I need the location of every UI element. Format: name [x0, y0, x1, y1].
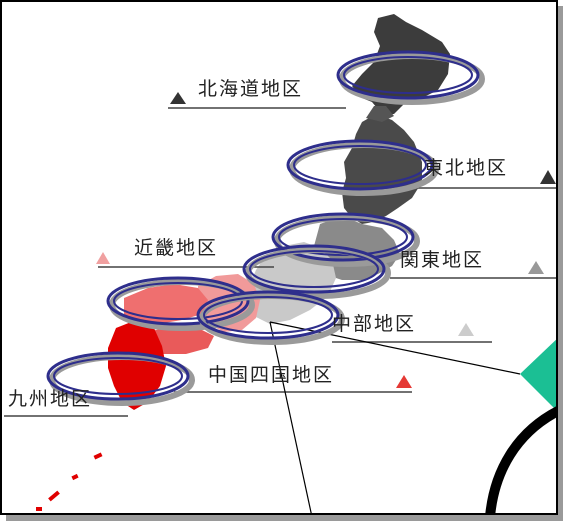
ring-kyushu[interactable]	[46, 351, 195, 406]
label-tohoku[interactable]: 東北地区	[424, 157, 509, 179]
island-dot-1	[93, 452, 103, 460]
label-chugoku-shikoku[interactable]: 中国四国地区	[208, 364, 335, 386]
ring-kanto[interactable]	[271, 212, 420, 267]
label-kinki[interactable]: 近畿地区	[134, 237, 219, 259]
callout-arc	[485, 406, 556, 513]
shikoku-land[interactable]	[148, 326, 214, 354]
label-hokkaido[interactable]: 北海道地区	[198, 78, 304, 100]
hokkaido-land[interactable]	[352, 14, 450, 114]
kinki-marker	[96, 252, 110, 264]
tohoku-land[interactable]	[342, 114, 422, 224]
kyushu-land[interactable]	[108, 320, 166, 410]
island-dot-2	[71, 473, 79, 481]
ring-hokkaido[interactable]	[336, 50, 485, 105]
kanto-marker	[528, 261, 544, 274]
frame-shadow-right	[558, 6, 563, 521]
island-dot-4	[36, 507, 42, 511]
map-canvas	[4, 14, 556, 513]
teal-diamond-shape	[520, 339, 556, 410]
label-chubu[interactable]: 中部地区	[332, 313, 417, 335]
chugoku-land[interactable]	[124, 284, 208, 324]
ring-tohoku[interactable]	[286, 139, 439, 196]
tohoku-land-north	[366, 106, 394, 122]
hokkaido-marker	[170, 92, 186, 104]
label-kyushu[interactable]: 九州地区	[8, 388, 93, 410]
tohoku-marker	[540, 170, 556, 184]
frame-shadow-bottom	[6, 515, 563, 521]
ring-chugoku-shikoku[interactable]	[196, 290, 345, 345]
japan-region-map: 北海道地区 東北地区 関東地区 中部地区 近畿地区 中国四国地区 九州地区	[0, 0, 558, 515]
chubu-marker	[458, 323, 474, 336]
island-dot-3	[48, 490, 60, 502]
label-kanto[interactable]: 関東地区	[400, 249, 485, 271]
callout-line-2	[269, 321, 312, 513]
ring-chubu[interactable]	[242, 244, 391, 299]
chugoku-marker	[396, 375, 412, 388]
callout-line-1	[269, 321, 521, 375]
